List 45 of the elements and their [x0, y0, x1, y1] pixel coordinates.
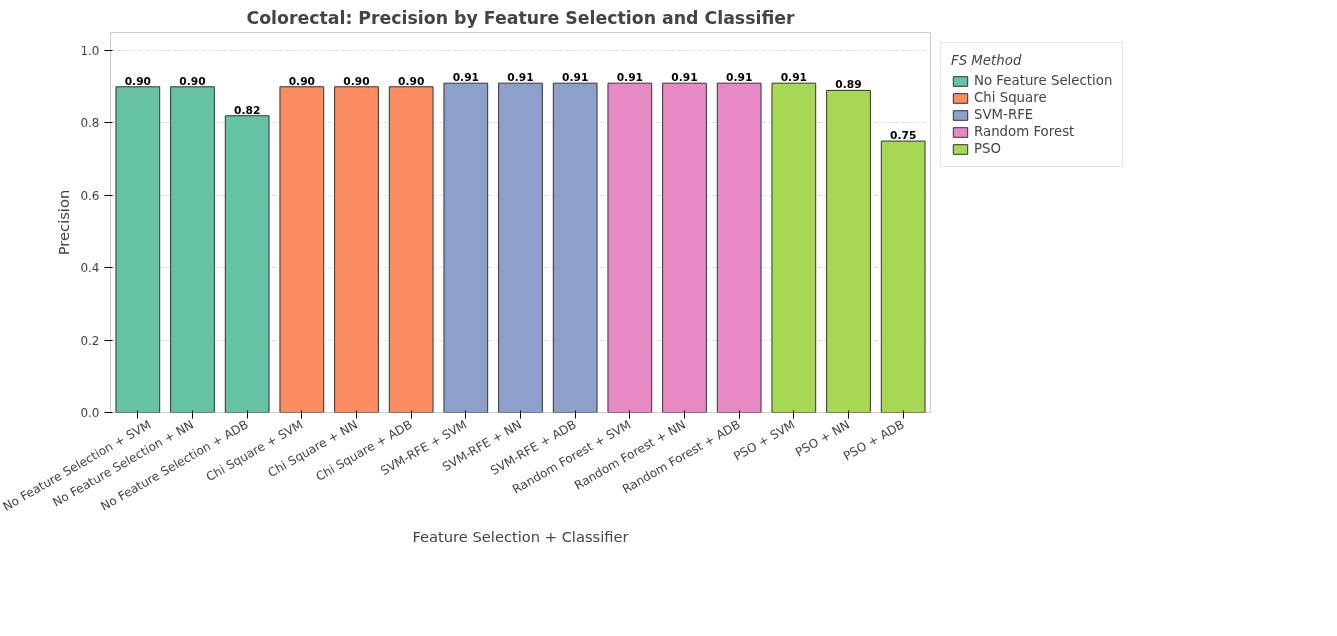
y-tick-label: 0.4	[80, 261, 100, 276]
data-label: 0.91	[726, 71, 753, 85]
y-tick-label: 0.0	[80, 406, 100, 420]
bar	[115, 86, 161, 413]
legend-label: SVM-RFE	[974, 107, 1034, 122]
data-label: 0.91	[452, 71, 479, 85]
bar	[443, 82, 489, 413]
data-label: 0.90	[343, 74, 370, 88]
data-label: 0.82	[234, 103, 261, 117]
y-axis-title: Precision	[55, 189, 73, 256]
data-label: 0.91	[562, 71, 589, 85]
bar	[826, 89, 871, 413]
legend-label: Chi Square	[974, 90, 1047, 105]
bar	[279, 86, 325, 413]
y-tick-label: 1.0	[80, 44, 100, 59]
bar	[662, 82, 707, 413]
x-axis-title: Feature Selection + Classifier	[412, 527, 630, 545]
y-tick-label: 0.8	[80, 116, 100, 131]
bar	[771, 82, 817, 413]
legend-label: PSO	[974, 141, 1001, 156]
bar	[388, 86, 434, 413]
bar	[224, 115, 270, 413]
legend-label: No Feature Selection	[974, 73, 1113, 88]
bar	[334, 86, 379, 413]
bar	[880, 140, 926, 413]
y-tick-label: 0.6	[80, 188, 100, 203]
bar	[607, 82, 653, 413]
bar	[498, 82, 543, 413]
chart-title: Colorectal: Precision by Feature Selection and Classifier	[246, 7, 796, 28]
data-label: 0.91	[671, 71, 698, 85]
bar	[170, 86, 215, 413]
legend-label: Random Forest	[974, 124, 1075, 139]
data-label: 0.91	[780, 71, 807, 85]
bar	[716, 82, 762, 413]
data-label: 0.91	[616, 71, 643, 85]
data-label: 0.75	[890, 129, 917, 143]
data-label: 0.90	[398, 74, 425, 88]
data-label: 0.91	[507, 71, 534, 85]
legend-title: FS Method	[951, 53, 1023, 68]
data-label: 0.90	[179, 74, 206, 88]
y-tick-label: 0.2	[80, 333, 100, 348]
data-label: 0.89	[835, 78, 862, 92]
bar	[552, 82, 598, 413]
data-label: 0.90	[124, 74, 151, 88]
data-label: 0.90	[288, 74, 315, 88]
